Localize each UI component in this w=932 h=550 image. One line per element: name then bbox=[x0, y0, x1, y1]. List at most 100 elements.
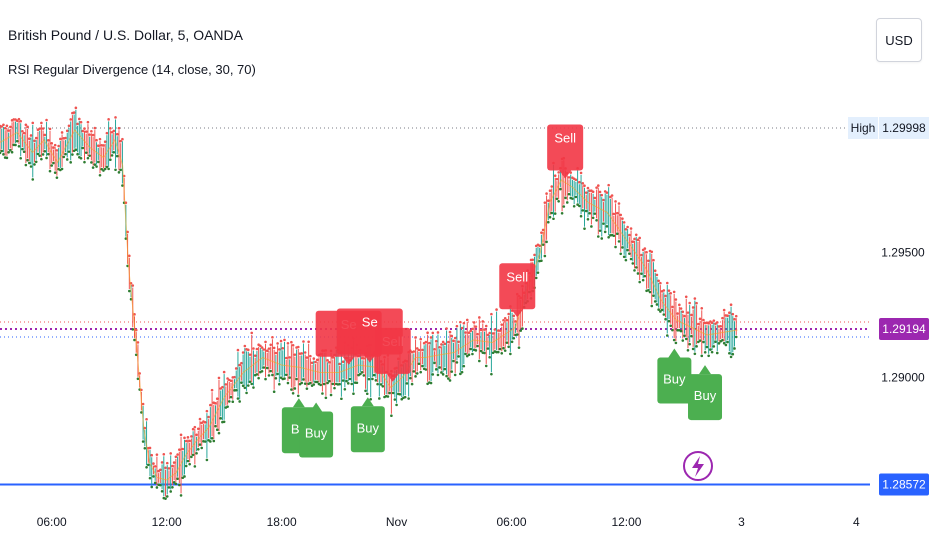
low-dot bbox=[324, 396, 328, 400]
high-dot bbox=[417, 348, 421, 352]
low-dot bbox=[40, 157, 43, 161]
low-dot bbox=[10, 150, 14, 154]
signal-buy-8[interactable]: Buy bbox=[657, 348, 692, 404]
high-dot bbox=[86, 120, 90, 124]
high-dot bbox=[309, 354, 312, 358]
currency-button[interactable]: USD bbox=[876, 18, 922, 62]
high-dot bbox=[181, 447, 185, 451]
indicator-label[interactable]: RSI Regular Divergence (14, close, 30, 7… bbox=[8, 62, 256, 77]
low-dot bbox=[436, 373, 440, 377]
sell-marker-box bbox=[336, 308, 403, 355]
low-dot bbox=[667, 319, 671, 323]
low-dot bbox=[453, 373, 457, 377]
low-dot bbox=[240, 381, 243, 384]
high-dot bbox=[262, 348, 266, 351]
high-dot bbox=[593, 196, 597, 200]
low-dot bbox=[95, 165, 98, 168]
low-dot bbox=[341, 379, 345, 382]
high-dot bbox=[733, 317, 736, 321]
symbol-title[interactable]: British Pound / U.S. Dollar, 5, OANDA bbox=[8, 27, 243, 43]
high-dot bbox=[33, 139, 36, 143]
low-dot bbox=[165, 495, 169, 498]
high-dot bbox=[103, 140, 107, 144]
high-dot bbox=[107, 118, 110, 121]
low-dot bbox=[29, 165, 33, 168]
low-dot bbox=[572, 204, 576, 208]
high-dot bbox=[622, 221, 626, 224]
low-dot bbox=[14, 143, 17, 147]
low-dot bbox=[50, 164, 54, 167]
high-dot bbox=[448, 330, 452, 334]
high-dot bbox=[503, 316, 507, 320]
high-dot bbox=[246, 348, 250, 352]
low-dot bbox=[209, 440, 212, 443]
high-dot bbox=[57, 144, 60, 148]
signal-buy-7[interactable]: Buy bbox=[350, 397, 385, 453]
low-dot bbox=[591, 216, 595, 220]
low-dot bbox=[188, 462, 191, 466]
high-dot bbox=[729, 303, 733, 306]
high-dot bbox=[96, 144, 100, 148]
buy-marker-box bbox=[657, 357, 692, 404]
low-dot bbox=[64, 152, 67, 156]
low-dot bbox=[669, 324, 673, 328]
high-dot bbox=[607, 183, 610, 187]
high-dot bbox=[662, 289, 666, 292]
signal-buy-9[interactable]: Buy bbox=[688, 365, 723, 421]
high-dot bbox=[440, 343, 443, 346]
high-dot bbox=[19, 119, 22, 123]
high-dot bbox=[131, 284, 135, 287]
time-tick-label: 4 bbox=[853, 515, 860, 529]
low-dot bbox=[53, 171, 57, 174]
low-dot bbox=[376, 382, 379, 386]
low-dot bbox=[252, 386, 255, 389]
signal-sell-1[interactable]: Sell bbox=[499, 263, 536, 318]
low-dot bbox=[136, 377, 140, 381]
buy-marker-pointer bbox=[668, 348, 681, 358]
low-dot bbox=[303, 382, 307, 385]
high-dot bbox=[484, 324, 488, 328]
high-dot bbox=[628, 233, 631, 237]
price-tick-label: 1.29000 bbox=[881, 371, 925, 385]
high-dot bbox=[200, 421, 204, 425]
low-dot bbox=[131, 328, 135, 331]
signal-sell-4[interactable]: Se bbox=[336, 308, 403, 363]
low-dot bbox=[309, 381, 312, 385]
high-dot bbox=[676, 312, 679, 315]
low-dot bbox=[21, 147, 24, 151]
low-dot bbox=[555, 197, 559, 201]
low-dot bbox=[217, 431, 221, 435]
high-dot bbox=[600, 193, 604, 197]
low-dot bbox=[588, 211, 591, 215]
low-dot bbox=[302, 378, 305, 381]
low-dot bbox=[431, 373, 435, 376]
low-dot bbox=[479, 349, 483, 353]
low-dot bbox=[726, 340, 729, 344]
high-dot bbox=[112, 129, 116, 133]
high-dot bbox=[171, 464, 174, 468]
high-dot bbox=[633, 237, 636, 241]
low-dot bbox=[640, 272, 643, 275]
high-dot bbox=[531, 258, 535, 262]
high-dot bbox=[698, 317, 702, 321]
high-dot bbox=[29, 134, 33, 137]
high-dot bbox=[731, 312, 735, 316]
low-dot bbox=[452, 359, 455, 363]
low-dot bbox=[484, 364, 488, 368]
high-dot bbox=[217, 376, 221, 380]
high-dot bbox=[198, 417, 202, 421]
high-dot bbox=[578, 180, 581, 184]
lightning-icon[interactable] bbox=[683, 451, 713, 481]
signal-buy-6[interactable]: Buy bbox=[299, 402, 334, 458]
low-dot bbox=[391, 391, 395, 395]
high-dot bbox=[490, 312, 493, 316]
signal-sell-0[interactable]: Sell bbox=[547, 124, 584, 179]
high-dot bbox=[652, 258, 655, 262]
low-dot bbox=[459, 372, 462, 376]
high-dot bbox=[310, 361, 314, 365]
high-dot bbox=[362, 357, 366, 360]
low-dot bbox=[691, 347, 695, 351]
low-dot bbox=[562, 205, 566, 208]
